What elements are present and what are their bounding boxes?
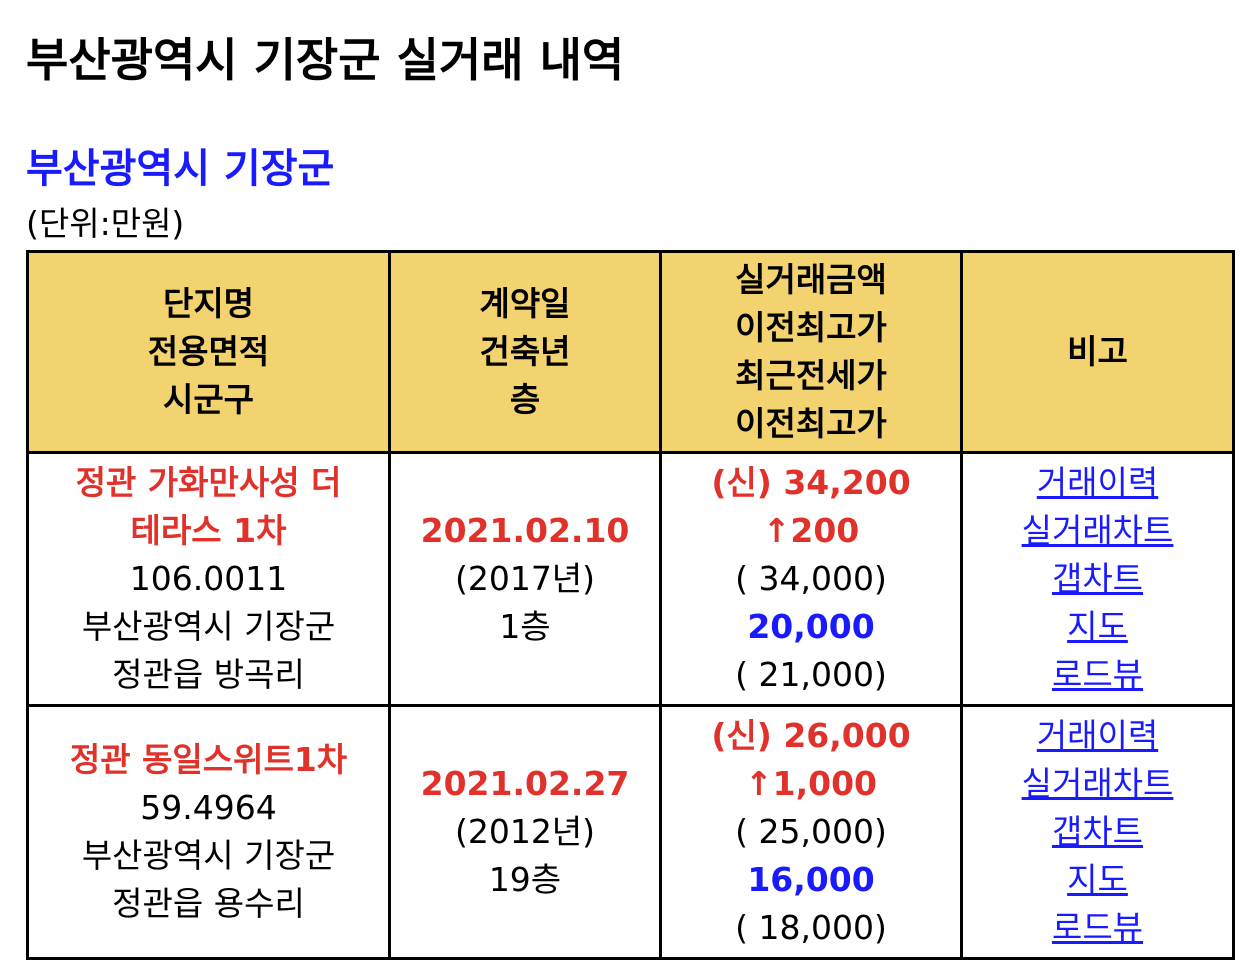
gap-chart-link[interactable]: 갭차트 [1051,812,1144,851]
header-label: 시군구 [162,380,255,419]
header-label: 비고 [1067,332,1128,371]
header-label: 최근전세가 [735,356,887,395]
roadview-link[interactable]: 로드뷰 [1051,655,1144,694]
jeonse-price: 20,000 [747,607,875,646]
jeonse-previous-high: ( 18,000) [735,908,887,947]
previous-high: ( 25,000) [735,812,887,851]
gap-chart-link[interactable]: 갭차트 [1051,559,1144,598]
price-cell: (신) 26,000 ↑1,000 ( 25,000) 16,000 ( 18,… [659,704,963,960]
price-change: ↑200 [762,511,860,550]
price-chart-link[interactable]: 실거래차트 [1021,764,1174,803]
area: 59.4964 [140,788,277,827]
table-header-row: 단지명 전용면적 시군구 계약일 건축년 층 실거래금액 이전최고가 최근전세가… [26,250,1235,454]
header-label: 이전최고가 [735,308,887,347]
header-complex: 단지명 전용면적 시군구 [26,250,391,454]
address: 부산광역시 기장군 정관읍 방곡리 [81,607,336,694]
page-title: 부산광역시 기장군 실거래 내역 [26,33,625,87]
header-notes: 비고 [960,250,1235,454]
header-label: 이전최고가 [735,404,887,443]
deal-price: (신) 34,200 [711,463,911,502]
table-row: 정관 가화만사성 더 테라스 1차 106.0011 부산광역시 기장군 정관읍… [26,451,1235,707]
jeonse-price: 16,000 [747,860,875,899]
map-link[interactable]: 지도 [1067,607,1128,646]
contract-date: 2021.02.27 [420,764,630,803]
header-price: 실거래금액 이전최고가 최근전세가 이전최고가 [659,250,963,454]
complex-name: 정관 동일스위트1차 [69,740,348,779]
history-link[interactable]: 거래이력 [1036,463,1159,502]
floor: 19층 [488,860,562,899]
complex-name: 정관 가화만사성 더 테라스 1차 [75,463,342,550]
header-label: 건축년 [479,332,571,371]
complex-cell: 정관 가화만사성 더 테라스 1차 106.0011 부산광역시 기장군 정관읍… [26,451,391,707]
deal-price: (신) 26,000 [711,716,911,755]
price-cell: (신) 34,200 ↑200 ( 34,000) 20,000 ( 21,00… [659,451,963,707]
previous-high: ( 34,000) [735,559,887,598]
build-year: (2012년) [454,812,596,851]
contract-cell: 2021.02.27 (2012년) 19층 [388,704,662,960]
price-chart-link[interactable]: 실거래차트 [1021,511,1174,550]
map-link[interactable]: 지도 [1067,860,1128,899]
price-change: ↑1,000 [744,764,878,803]
complex-cell: 정관 동일스위트1차 59.4964 부산광역시 기장군 정관읍 용수리 [26,704,391,960]
history-link[interactable]: 거래이력 [1036,716,1159,755]
roadview-link[interactable]: 로드뷰 [1051,908,1144,947]
address: 부산광역시 기장군 정관읍 용수리 [81,836,336,923]
header-label: 전용면적 [147,332,270,371]
links-cell: 거래이력 실거래차트 갭차트 지도 로드뷰 [960,451,1235,707]
links-cell: 거래이력 실거래차트 갭차트 지도 로드뷰 [960,704,1235,960]
header-label: 단지명 [162,284,255,323]
build-year: (2017년) [454,559,596,598]
area: 106.0011 [129,559,288,598]
floor: 1층 [499,607,551,646]
contract-date: 2021.02.10 [420,511,630,550]
unit-note: (단위:만원) [26,204,185,243]
header-label: 실거래금액 [735,260,887,299]
header-label: 층 [509,380,541,419]
header-contract: 계약일 건축년 층 [388,250,662,454]
table-row: 정관 동일스위트1차 59.4964 부산광역시 기장군 정관읍 용수리 202… [26,704,1235,960]
header-label: 계약일 [479,284,571,323]
transactions-table: 단지명 전용면적 시군구 계약일 건축년 층 실거래금액 이전최고가 최근전세가… [26,250,1235,960]
jeonse-previous-high: ( 21,000) [735,655,887,694]
contract-cell: 2021.02.10 (2017년) 1층 [388,451,662,707]
region-heading: 부산광역시 기장군 [26,146,335,192]
